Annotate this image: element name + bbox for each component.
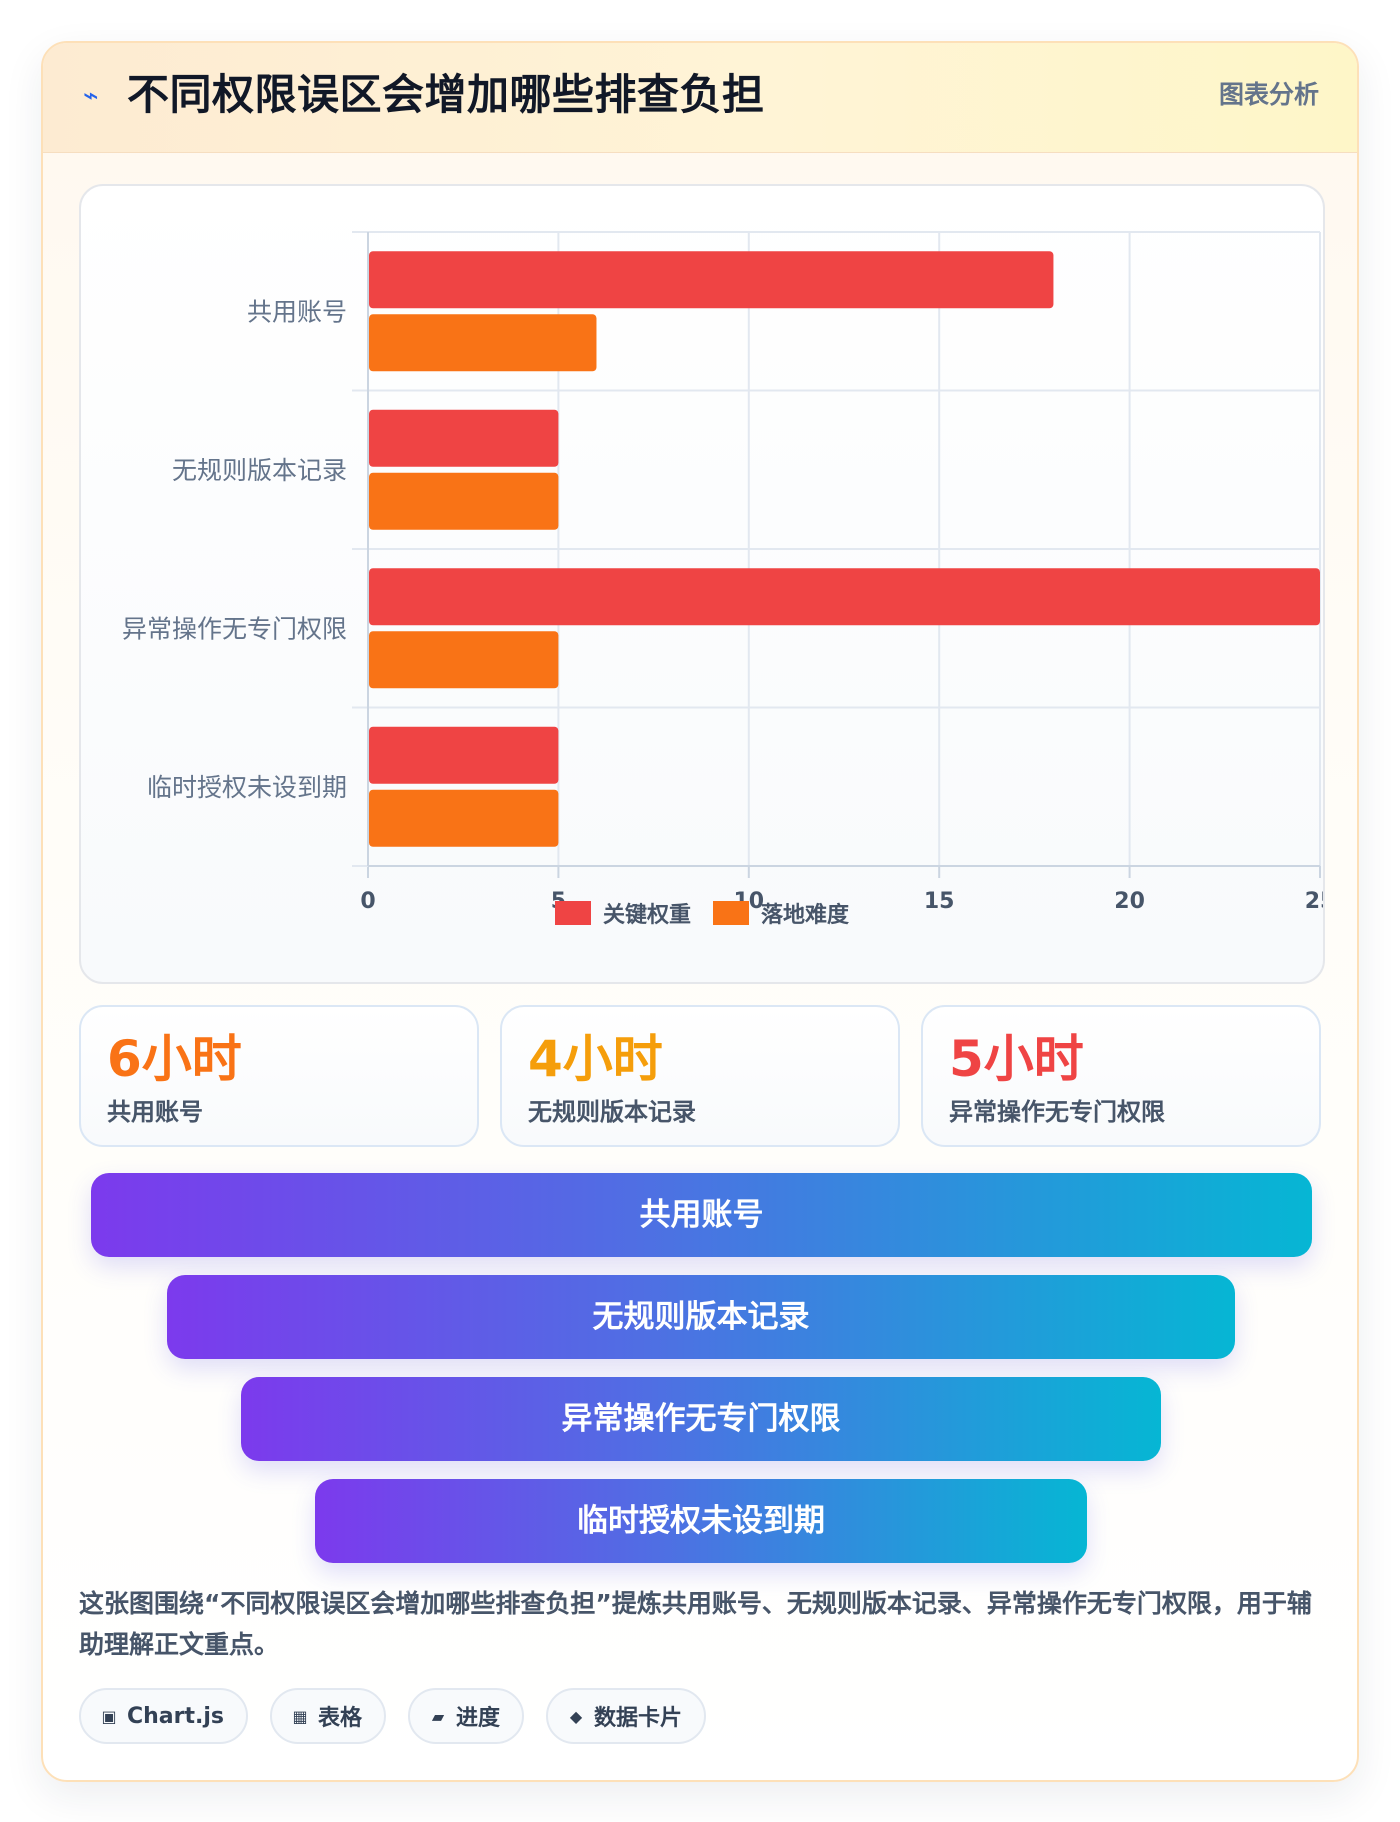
legend-item-key-weight[interactable]: 关键权重	[554, 897, 691, 929]
stat-card-shared-account: 6小时 共用账号	[79, 1005, 479, 1147]
card-header: ⌁ 不同权限误区会增加哪些排查负担 图表分析	[43, 43, 1357, 153]
bar-chart-panel: 0510152025共用账号无规则版本记录异常操作无专门权限临时授权未设到期 关…	[79, 184, 1325, 984]
feature-tags: ▣ Chart.js ▦ 表格 ▰ 进度 ◆ 数据卡片	[79, 1688, 707, 1744]
chart-summary: 这张图围绕“不同权限误区会增加哪些排查负担”提炼共用账号、无规则版本记录、异常操…	[79, 1589, 1312, 1659]
bar-difficulty	[369, 314, 597, 372]
lightning-icon: ⌁	[83, 81, 99, 111]
stat-label: 共用账号	[107, 1098, 203, 1126]
stat-card-abnormal-permission: 5小时 异常操作无专门权限	[921, 1005, 1321, 1147]
tag-label: 表格	[318, 1706, 363, 1731]
difficulty-swatch	[713, 901, 749, 925]
x-tick-label: 25	[1305, 889, 1323, 914]
tag-label: Chart.js	[127, 1703, 225, 1729]
x-tick-label: 0	[360, 889, 375, 914]
legend-label: 落地难度	[761, 903, 850, 928]
stat-label: 无规则版本记录	[528, 1098, 696, 1126]
x-tick-label: 20	[1114, 889, 1145, 914]
legend-label: 关键权重	[602, 903, 691, 928]
tag-data-card[interactable]: ◆ 数据卡片	[546, 1688, 707, 1744]
stat-card-version-record: 4小时 无规则版本记录	[500, 1005, 900, 1147]
diamond-card-icon: ◆	[569, 1706, 583, 1726]
funnel-step-shared-account: 共用账号	[91, 1173, 1312, 1257]
stat-value: 6小时	[107, 1030, 242, 1088]
category-label: 异常操作无专门权限	[122, 614, 347, 643]
stat-value: 5小时	[949, 1030, 1084, 1088]
funnel-step-version-record: 无规则版本记录	[167, 1275, 1235, 1359]
bar-difficulty	[369, 631, 559, 689]
funnel-step-abnormal-permission: 异常操作无专门权限	[241, 1377, 1161, 1461]
grid-table-icon: ▦	[292, 1706, 308, 1726]
horizontal-bar-chart: 0510152025共用账号无规则版本记录异常操作无专门权限临时授权未设到期	[122, 231, 1323, 914]
category-label: 无规则版本记录	[172, 456, 347, 485]
bar-key-weight	[369, 726, 559, 784]
stat-value: 4小时	[528, 1030, 663, 1088]
tag-chartjs[interactable]: ▣ Chart.js	[79, 1688, 249, 1744]
chart-card: ⌁ 不同权限误区会增加哪些排查负担 图表分析 0510152025共用账号无规则…	[41, 41, 1359, 1782]
key-weight-swatch	[554, 901, 591, 925]
bar-difficulty	[369, 472, 559, 530]
page-title: 不同权限误区会增加哪些排查负担	[127, 70, 765, 119]
x-tick-label: 15	[924, 889, 955, 914]
chart-analysis-badge: 图表分析	[1218, 80, 1319, 109]
funnel-step-temporary-auth: 临时授权未设到期	[315, 1479, 1087, 1563]
bar-key-weight	[369, 568, 1320, 626]
category-label: 临时授权未设到期	[147, 773, 347, 802]
chart-legend: 关键权重 落地难度	[81, 897, 1323, 929]
legend-item-difficulty[interactable]: 落地难度	[713, 897, 849, 929]
tag-label: 数据卡片	[594, 1706, 683, 1731]
tag-table[interactable]: ▦ 表格	[270, 1688, 387, 1744]
tag-label: 进度	[456, 1706, 501, 1731]
bar-key-weight	[369, 251, 1054, 309]
bar-difficulty	[369, 789, 559, 847]
category-label: 共用账号	[247, 297, 347, 326]
tag-progress[interactable]: ▰ 进度	[408, 1688, 525, 1744]
bar-key-weight	[369, 409, 559, 467]
progress-bar-icon: ▰	[431, 1706, 445, 1726]
stat-label: 异常操作无专门权限	[949, 1098, 1165, 1126]
chart-square-icon: ▣	[101, 1706, 117, 1726]
